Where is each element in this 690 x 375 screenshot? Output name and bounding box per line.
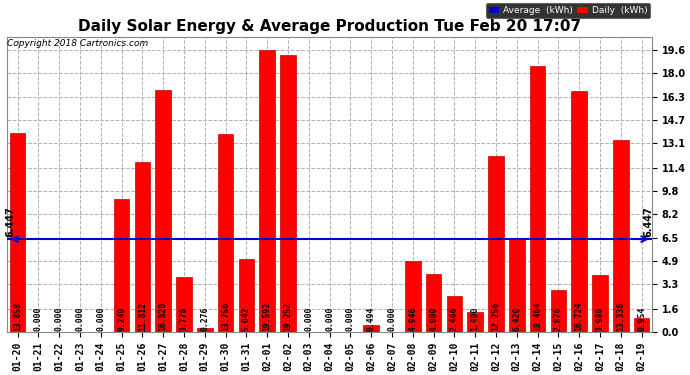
Bar [218, 134, 233, 332]
Text: 9.240: 9.240 [117, 306, 126, 331]
Text: 0.000: 0.000 [34, 306, 43, 331]
Text: 1.400: 1.400 [471, 306, 480, 331]
Bar [239, 259, 254, 332]
Text: 0.000: 0.000 [388, 306, 397, 331]
Text: 0.276: 0.276 [200, 306, 209, 331]
Bar [634, 318, 649, 332]
Bar [176, 278, 192, 332]
Bar [405, 261, 421, 332]
Text: 13.756: 13.756 [221, 302, 230, 331]
Bar [135, 162, 150, 332]
Bar [364, 325, 379, 332]
Text: 16.724: 16.724 [575, 302, 584, 331]
Text: Copyright 2018 Cartronics.com: Copyright 2018 Cartronics.com [7, 39, 148, 48]
Text: 4.000: 4.000 [429, 306, 438, 331]
Bar [530, 66, 545, 332]
Bar [592, 274, 608, 332]
Text: 0.000: 0.000 [346, 306, 355, 331]
Bar [489, 156, 504, 332]
Text: 3.776: 3.776 [179, 306, 188, 331]
Bar [551, 290, 566, 332]
Bar [446, 296, 462, 332]
Text: 12.256: 12.256 [491, 302, 500, 331]
Bar [155, 90, 171, 332]
Text: 0.000: 0.000 [55, 306, 63, 331]
Bar [509, 239, 524, 332]
Text: 2.466: 2.466 [450, 306, 459, 331]
Text: 0.954: 0.954 [637, 306, 646, 331]
Text: 16.820: 16.820 [159, 302, 168, 331]
Text: 0.000: 0.000 [325, 306, 334, 331]
Text: 19.592: 19.592 [263, 302, 272, 331]
Legend: Average  (kWh), Daily  (kWh): Average (kWh), Daily (kWh) [486, 3, 650, 18]
Bar [467, 312, 483, 332]
Text: 0.000: 0.000 [76, 306, 85, 331]
Bar [197, 328, 213, 332]
Bar [571, 91, 587, 332]
Text: 13.858: 13.858 [13, 302, 22, 331]
Text: 6.447: 6.447 [6, 206, 16, 237]
Text: 4.946: 4.946 [408, 306, 417, 331]
Bar [426, 274, 442, 332]
Text: 0.000: 0.000 [304, 306, 313, 331]
Text: 0.494: 0.494 [366, 306, 376, 331]
Bar [613, 140, 629, 332]
Text: 13.336: 13.336 [616, 302, 625, 331]
Text: 6.420: 6.420 [512, 306, 522, 331]
Bar [114, 199, 130, 332]
Text: 0.000: 0.000 [97, 306, 106, 331]
Title: Daily Solar Energy & Average Production Tue Feb 20 17:07: Daily Solar Energy & Average Production … [78, 20, 581, 34]
Text: 18.464: 18.464 [533, 302, 542, 331]
Text: 6.447: 6.447 [644, 206, 653, 237]
Bar [10, 132, 26, 332]
Bar [259, 50, 275, 332]
Text: 5.042: 5.042 [242, 306, 251, 331]
Text: 11.812: 11.812 [138, 302, 147, 331]
Text: 19.252: 19.252 [284, 302, 293, 331]
Text: 3.980: 3.980 [595, 306, 604, 331]
Bar [280, 55, 296, 332]
Text: 2.876: 2.876 [554, 306, 563, 331]
